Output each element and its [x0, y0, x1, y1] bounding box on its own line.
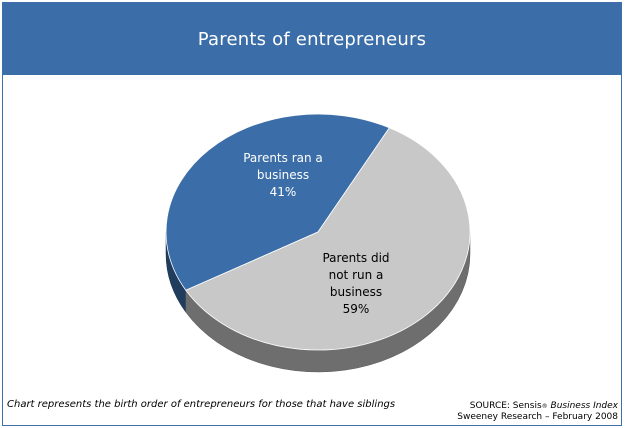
pie-label-0: Parents ran a business 41% [243, 151, 323, 199]
pie-label-line: business [257, 168, 309, 182]
pie-label-line: 59% [343, 302, 370, 316]
pie-slice-0 [165, 113, 390, 291]
pie-label-line: Parents ran a [243, 151, 323, 165]
chart-footnote: Chart represents the birth order of entr… [7, 399, 396, 410]
source-citation: SOURCE: Sensis® Business Index Sweeney R… [457, 401, 618, 423]
source-line-2: Sweeney Research – February 2008 [457, 412, 618, 422]
registered-mark: ® [541, 403, 548, 410]
pie-label-1: Parents did not run a business 59% [322, 251, 389, 316]
pie-label-line: business [330, 285, 382, 299]
pie-label-line: not run a [329, 268, 384, 282]
source-prefix: SOURCE: Sensis [469, 401, 542, 411]
source-line-1: SOURCE: Sensis® Business Index [457, 401, 618, 412]
source-publication: Business Index [550, 401, 618, 411]
chart-title: Parents of entrepreneurs [197, 28, 427, 50]
pie-slice-1 [185, 127, 471, 351]
title-bar: Parents of entrepreneurs [3, 3, 621, 75]
pie-label-line: 41% [270, 185, 297, 199]
pie-label-line: Parents did [322, 251, 389, 265]
